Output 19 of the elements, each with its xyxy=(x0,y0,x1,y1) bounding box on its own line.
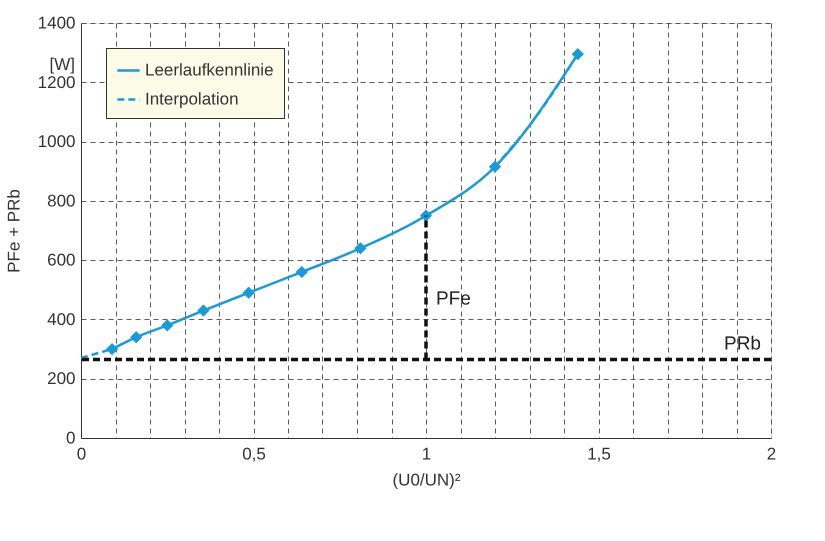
y-tick-label: 1000 xyxy=(38,132,76,152)
annotation: PFe xyxy=(436,288,471,310)
y-tick-label: 1200 xyxy=(38,72,76,92)
x-tick-label: 1,5 xyxy=(587,444,611,464)
y-tick-label: 0 xyxy=(66,428,76,448)
x-tick-label: 0,5 xyxy=(242,444,266,464)
x-axis-title: (U0/UN)² xyxy=(392,470,461,490)
y-tick-label: 1400 xyxy=(38,14,76,32)
y-tick-label: 800 xyxy=(47,191,76,210)
x-tick-label: 1 xyxy=(422,444,432,464)
legend-label: Leerlaufkennlinie xyxy=(145,60,274,80)
x-tick-label: 2 xyxy=(766,444,776,464)
legend-label: Interpolation xyxy=(145,90,239,108)
text: [W] xyxy=(50,55,75,74)
y-axis-title: PFe + PRb xyxy=(4,189,24,273)
y-tick-label: 400 xyxy=(47,310,76,329)
ref-line-label: PRb xyxy=(724,333,761,354)
y-tick-label: 600 xyxy=(47,250,76,270)
y-tick-label: 200 xyxy=(47,369,76,388)
